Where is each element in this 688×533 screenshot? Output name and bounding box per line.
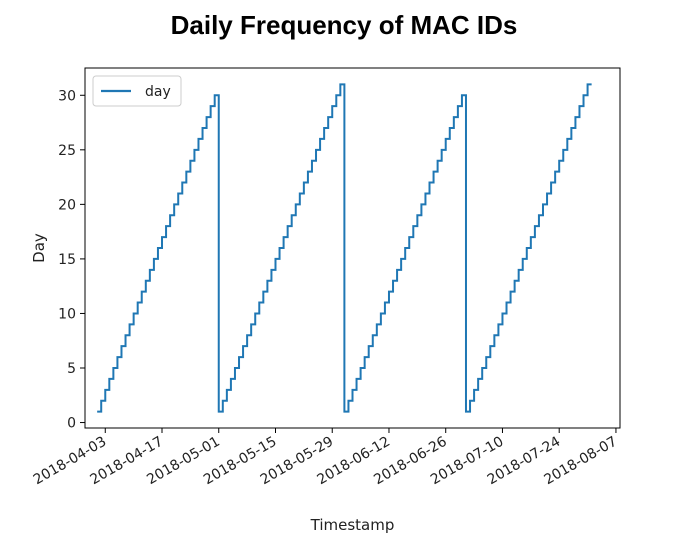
x-axis-label: Timestamp	[310, 516, 395, 533]
y-tick-label: 30	[58, 88, 76, 104]
chart-title: Daily Frequency of MAC IDs	[170, 10, 518, 40]
legend-label: day	[145, 84, 171, 100]
plot-area	[84, 67, 621, 429]
y-tick-label: 25	[58, 143, 76, 159]
y-axis-label: Day	[30, 233, 48, 263]
legend-box	[92, 75, 182, 107]
y-tick-label: 15	[58, 252, 76, 268]
series-line-day	[97, 83, 592, 413]
y-tick-label: 5	[67, 361, 76, 377]
y-tick-label: 20	[58, 197, 76, 213]
y-tick-label: 10	[58, 306, 76, 322]
y-tick-label: 0	[67, 416, 76, 432]
